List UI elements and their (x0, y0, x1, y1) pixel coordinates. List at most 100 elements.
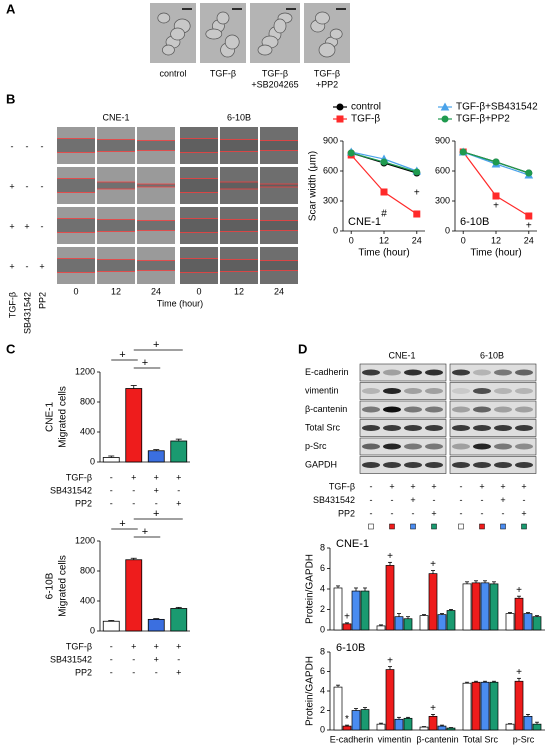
bar (480, 582, 490, 631)
treatment-sign: - (132, 667, 135, 677)
time-label: 12 (111, 286, 121, 296)
treatment-sign: - (26, 261, 29, 271)
treatment-sign: - (41, 181, 44, 191)
x-tick-label: 24 (524, 235, 534, 245)
legend-swatch (410, 523, 416, 530)
y-tick-label: 600 (435, 165, 450, 175)
blot-band (362, 443, 380, 450)
bar (342, 725, 352, 731)
x-axis-title: Time (hour) (470, 248, 521, 259)
x-tick-label: 12 (491, 235, 501, 245)
significance-label: + (430, 703, 436, 714)
bar (102, 620, 120, 632)
panel-label: C (6, 341, 16, 356)
blot-band (383, 462, 401, 468)
scratch-gap (180, 258, 218, 273)
scratch-gap (220, 259, 258, 272)
scratch-gap (260, 220, 298, 231)
treatment-name: TGF-β (329, 481, 355, 491)
treatment-sign: - (523, 495, 526, 505)
blot-band (452, 406, 470, 413)
treatment-sign: + (521, 481, 526, 491)
cell (257, 44, 273, 56)
scratch-gap (57, 178, 95, 193)
scratch-gap (180, 178, 218, 193)
treatment-sign: + (500, 495, 505, 505)
significance-label: + (387, 551, 393, 562)
blot-strip (449, 437, 537, 456)
scratch-gap (137, 260, 175, 271)
x-tick-label: Total Src (463, 734, 499, 744)
annotation: # (381, 209, 387, 220)
blot-band (404, 443, 422, 450)
blot-band (515, 369, 533, 376)
y-tick-label: 8 (320, 542, 325, 552)
image-label: +PP2 (316, 79, 338, 89)
column-header: 6-10B (480, 350, 504, 360)
scratch-gap (260, 184, 298, 187)
blot-strip (449, 400, 537, 419)
y-tick-label: 6 (320, 563, 325, 573)
blot-band (452, 462, 470, 468)
treatment-sign: - (26, 181, 29, 191)
y-tick-label: 4 (320, 685, 325, 695)
scratch-gap (137, 184, 175, 187)
y-tick-label: 0 (445, 225, 450, 235)
scratch-gap (97, 259, 135, 272)
scratch-gap (220, 182, 258, 189)
treatment-sign: + (9, 181, 14, 191)
x-tick-label: 24 (412, 235, 422, 245)
blot-band (473, 443, 491, 450)
scratch-gap (97, 139, 135, 152)
blot-band (362, 425, 380, 431)
treatment-sign: + (389, 481, 394, 491)
y-tick-label: 2 (320, 604, 325, 614)
treatment-sign: - (110, 654, 113, 664)
blot-band (404, 425, 422, 431)
axis-title: Time (hour) (157, 298, 203, 308)
blot-band (515, 443, 533, 450)
point (492, 192, 500, 200)
legend-label: TGF-β (351, 114, 380, 125)
chart-title: 6-10B (460, 216, 489, 228)
annotation: + (526, 221, 532, 232)
scratch-gap (180, 138, 218, 153)
treatment-sign: + (131, 472, 136, 482)
blot-strip (359, 382, 447, 400)
bar (462, 682, 472, 731)
scratch-gap (220, 139, 258, 152)
treatment-sign: - (481, 508, 484, 518)
cell (315, 11, 330, 25)
image-label: TGF-β (210, 68, 236, 78)
protein-label: GAPDH (305, 459, 337, 469)
y-tick-label: 800 (80, 565, 95, 575)
blot-band (452, 443, 470, 450)
blot-band (494, 388, 512, 394)
bar (428, 715, 438, 731)
y-tick-label: 0 (333, 225, 338, 235)
protein-label: E-cadherin (305, 367, 349, 377)
cell (205, 28, 223, 40)
treatment-sign: - (370, 495, 373, 505)
significance-label: + (387, 655, 393, 666)
blot-band (425, 369, 443, 376)
blot-band (452, 388, 470, 394)
blot-band (494, 369, 512, 376)
chart-title: CNE-1 (336, 538, 369, 550)
time-label: 0 (73, 286, 78, 296)
y-axis-title: Protein/GAPDH (305, 554, 316, 624)
treatment-sign: - (11, 141, 14, 151)
treatment-sign: - (460, 508, 463, 518)
treatment-sign: + (9, 221, 14, 231)
panel-label: D (298, 341, 307, 356)
blot-band (425, 462, 443, 468)
cell (170, 27, 185, 41)
scratch-gap (180, 218, 218, 233)
blot-band (383, 443, 401, 450)
significance-label: + (153, 339, 159, 351)
treatment-sign: + (131, 641, 136, 651)
legend-marker (441, 115, 449, 123)
bar (471, 582, 481, 631)
treatment-sign: - (481, 495, 484, 505)
y-tick-label: 300 (323, 195, 338, 205)
